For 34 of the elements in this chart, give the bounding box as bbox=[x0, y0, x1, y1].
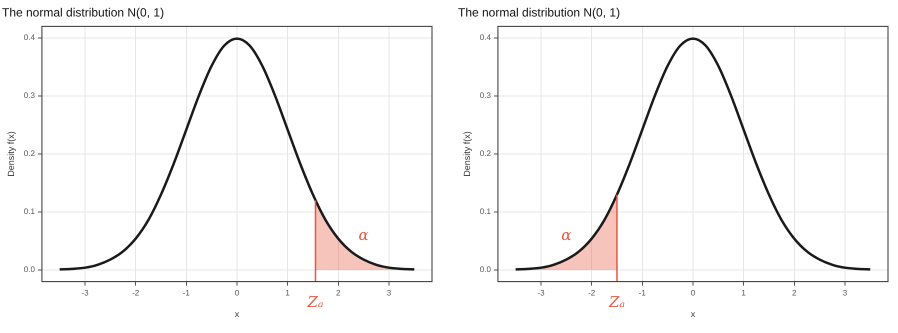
y-tick-label: 0.0 bbox=[480, 265, 492, 274]
line-series bbox=[58, 37, 416, 271]
x-tick-label: -1 bbox=[182, 288, 190, 298]
x-tick-label: -2 bbox=[588, 288, 596, 298]
y-axis-title: Density f(x) bbox=[462, 131, 472, 177]
x-tick-label: 2 bbox=[336, 288, 342, 298]
x-tick-label: 1 bbox=[741, 288, 746, 298]
x-tick-label: 2 bbox=[792, 288, 798, 298]
y-tick-label: 0.3 bbox=[480, 91, 492, 100]
x-tick-label: 0 bbox=[690, 288, 696, 298]
y-tick-label: 0.3 bbox=[24, 91, 36, 100]
y-tick-label: 0.2 bbox=[480, 149, 492, 158]
annotation: Zₐ bbox=[306, 292, 324, 311]
x-tick-label: -2 bbox=[132, 288, 140, 298]
y-tick-label: 0.4 bbox=[24, 33, 36, 42]
x-tick-label: 3 bbox=[842, 288, 848, 298]
x-tick-label: -3 bbox=[537, 288, 546, 298]
x-axis-title: x bbox=[234, 309, 240, 320]
x-tick-label: -1 bbox=[638, 288, 646, 298]
y-tick-label: 0.1 bbox=[24, 207, 36, 216]
y-tick-label: 0.1 bbox=[480, 207, 492, 216]
y-axis-title: Density f(x) bbox=[6, 131, 16, 177]
x-tick-label: 1 bbox=[285, 288, 290, 298]
chart-title: The normal distribution N(0, 1) bbox=[2, 6, 164, 20]
x-tick-label: 3 bbox=[386, 288, 392, 298]
y-tick-label: 0.0 bbox=[24, 265, 36, 274]
annotation: Zₐ bbox=[608, 292, 625, 311]
x-tick-label: -3 bbox=[81, 288, 90, 298]
x-tick-label: 0 bbox=[234, 288, 240, 298]
chart-title: The normal distribution N(0, 1) bbox=[458, 6, 620, 20]
y-tick-label: 0.4 bbox=[480, 33, 492, 42]
x-axis-title: x bbox=[690, 309, 696, 320]
line-series bbox=[514, 37, 872, 271]
y-tick-label: 0.2 bbox=[24, 149, 36, 158]
